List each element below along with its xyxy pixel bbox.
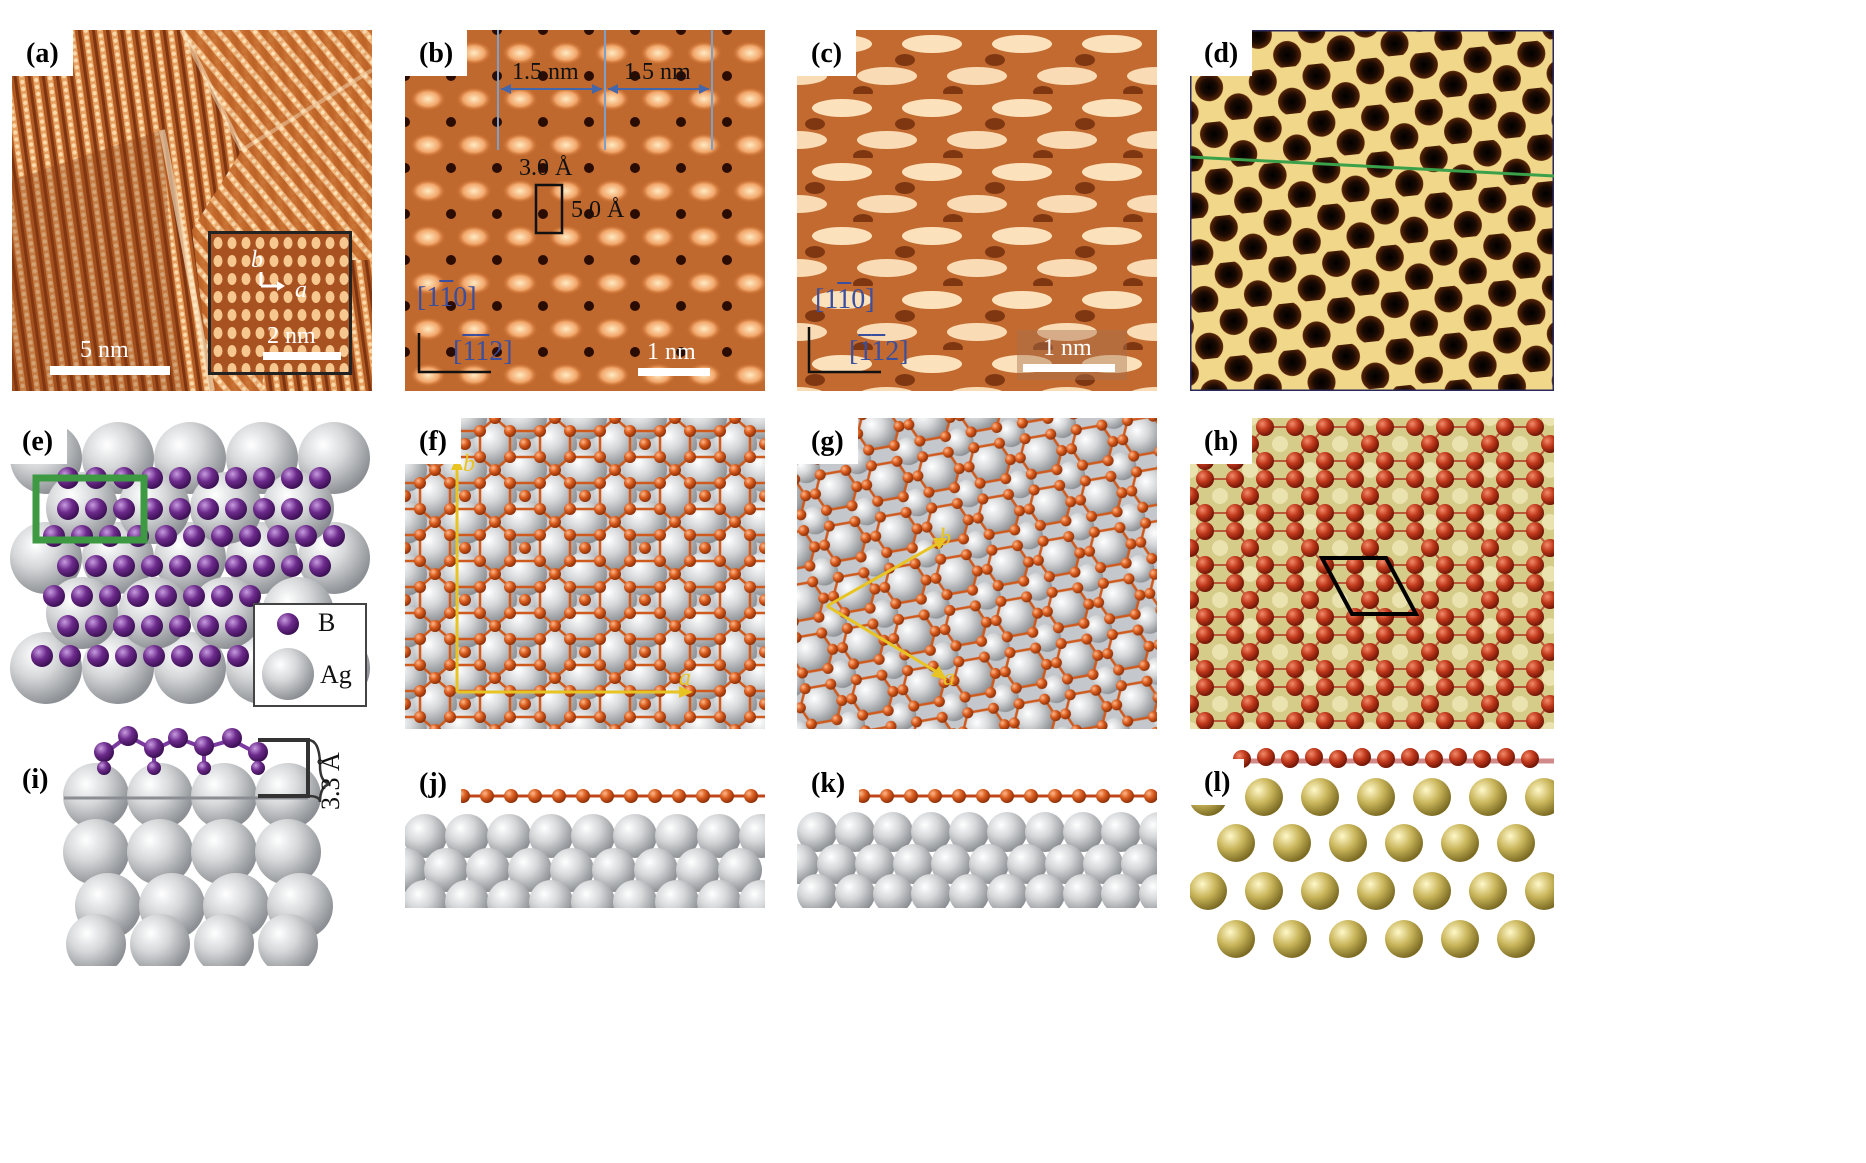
scale-text-b: 1 nm [647,339,696,365]
side-view-i [8,726,370,966]
panel-label-b: (b) [405,30,468,76]
panel-l: (l) [1190,745,1554,960]
panel-f: (f) b a [405,418,765,729]
inset-scale-text-a: 2 nm [267,323,316,349]
panel-label-l: (l) [1190,759,1245,805]
dimension-1-b: 1.5 nm [512,59,579,85]
panel-c: (c) [110] [112] 1 nm [797,30,1157,391]
legend-b-e: B [318,608,336,637]
stm-image-c [797,30,1157,391]
direction-2-b: [112] [453,336,513,367]
panel-label-f: (f) [405,418,461,464]
structure-model-e [8,418,370,710]
panel-label-c: (c) [797,30,857,76]
direction-1-c: [110] [815,284,875,315]
dimension-2-b: 1.5 nm [624,59,691,85]
direction-1-b: [110] [417,282,477,313]
panel-e: (e) B Ag [8,418,370,710]
panel-i: (i) 3.3 Å [8,726,370,966]
stm-image-d [1190,30,1554,391]
height-label-i: 3.3 Å [316,752,345,810]
axis-a-a: a [295,277,307,303]
stm-image-b [405,30,765,391]
panel-label-g: (g) [797,418,858,464]
scale-text-c: 1 nm [1043,335,1092,361]
side-view-j [405,760,765,908]
panel-label-a: (a) [12,30,73,76]
panel-label-j: (j) [405,760,461,806]
axis-b-f: b [463,451,475,477]
legend-ag-e: Ag [320,660,352,689]
axis-b-g: b [939,525,951,551]
direction-2-c: [112] [849,336,909,367]
scale-text-a: 5 nm [80,337,129,363]
structure-model-g [797,418,1157,729]
side-view-l [1190,745,1554,960]
panel-label-e: (e) [8,418,68,464]
axis-b-a: b [251,247,263,273]
inset-a: b a 2 nm [208,231,352,375]
stm-image-a [12,30,372,391]
side-view-k [797,760,1157,908]
panel-label-d: (d) [1190,30,1253,76]
panel-k: (k) [797,760,1157,908]
cell-b-b: 5.0 Å [571,197,625,223]
scale-bar-a [50,366,170,375]
panel-label-k: (k) [797,760,860,806]
structure-model-h [1190,418,1554,729]
panel-label-i: (i) [8,756,63,802]
panel-b: (b) 1.5 nm 1.5 nm 3.0 Å 5.0 Å [110] [112… [405,30,765,391]
inset-image-a [211,234,349,372]
panel-d: (d) [1190,30,1554,391]
panel-g: (g) b a [797,418,1157,729]
axis-a-f: a [679,665,691,691]
axis-a-g: a [943,665,955,691]
panel-a: (a) 5 nm b a 2 nm [12,30,372,391]
panel-label-h: (h) [1190,418,1253,464]
cell-a-b: 3.0 Å [519,155,573,181]
panel-h: (h) [1190,418,1554,729]
panel-j: (j) [405,760,765,908]
structure-model-f [405,418,765,729]
